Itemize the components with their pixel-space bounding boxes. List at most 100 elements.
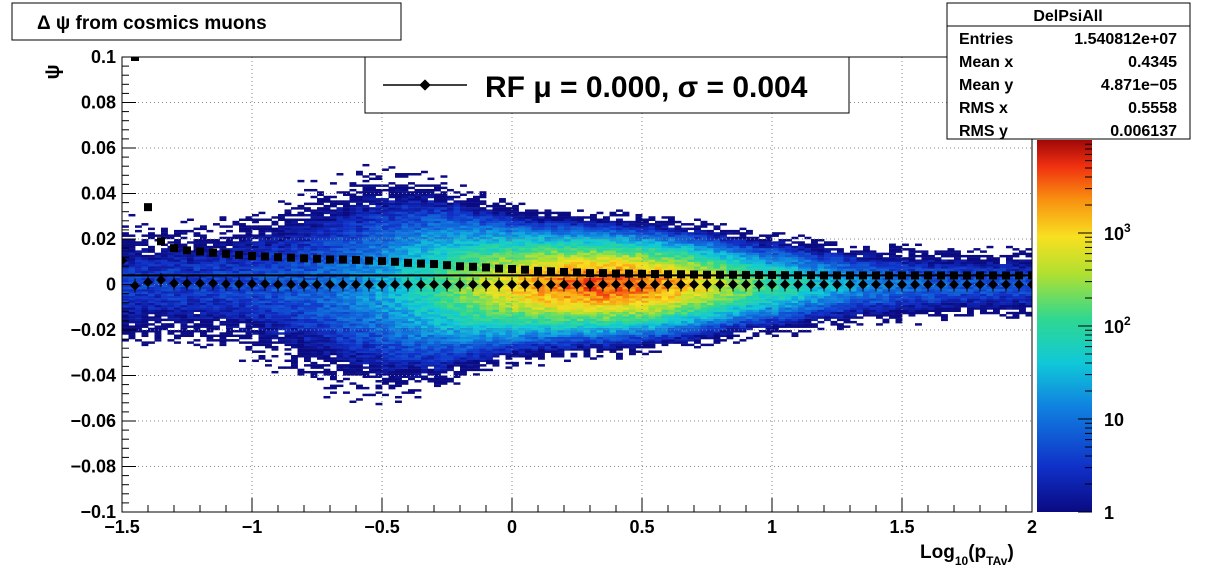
heatmap-cell <box>323 325 331 328</box>
heatmap-cell <box>343 309 350 312</box>
heatmap-cell <box>525 273 532 276</box>
heatmap-cell <box>434 250 441 253</box>
heatmap-cell <box>479 352 487 356</box>
heatmap-cell <box>135 339 142 342</box>
heatmap-cell <box>154 261 162 265</box>
heatmap-cell <box>336 300 344 303</box>
heatmap-cell <box>258 241 266 244</box>
heatmap-cell <box>252 359 259 363</box>
heatmap-cell <box>570 232 578 235</box>
heatmap-cell <box>531 218 539 221</box>
heatmap-cell <box>616 352 623 356</box>
heatmap-cell <box>486 334 493 338</box>
heatmap-cell <box>421 193 428 196</box>
heatmap-cell <box>525 252 532 256</box>
heatmap-cell <box>590 259 597 262</box>
heatmap-cell <box>570 250 578 253</box>
heatmap-cell <box>447 293 454 297</box>
heatmap-cell <box>284 243 292 247</box>
heatmap-cell <box>128 334 136 338</box>
heatmap-cell <box>505 348 513 351</box>
heatmap-cell <box>512 261 519 265</box>
heatmap-cell <box>206 245 214 249</box>
heatmap-cell <box>395 254 402 258</box>
heatmap-cell <box>603 261 610 265</box>
heatmap-cell <box>551 211 558 215</box>
heatmap-cell <box>369 368 376 372</box>
heatmap-cell <box>408 225 415 228</box>
heatmap-cell <box>408 250 415 253</box>
heatmap-cell <box>323 225 331 228</box>
heatmap-cell <box>291 345 298 349</box>
heatmap-cell <box>564 279 571 283</box>
heatmap-cell <box>141 270 149 274</box>
heatmap-cell <box>609 343 617 347</box>
heatmap-cell <box>252 227 259 231</box>
heatmap-cell <box>577 245 584 249</box>
heatmap-cell <box>239 241 246 244</box>
heatmap-cell <box>128 270 136 274</box>
heatmap-cell <box>167 323 175 326</box>
heatmap-cell <box>440 345 448 349</box>
heatmap-cell <box>427 257 435 260</box>
heatmap-cell <box>486 232 493 235</box>
heatmap-cell <box>375 373 383 376</box>
heatmap-cell <box>304 250 311 253</box>
heatmap-cell <box>421 275 428 278</box>
heatmap-cell <box>447 209 454 212</box>
heatmap-cell <box>401 207 409 210</box>
heatmap-cell <box>525 218 532 221</box>
heatmap-cell <box>180 320 188 324</box>
heatmap-cell <box>388 213 396 217</box>
heatmap-cell <box>564 241 571 244</box>
heatmap-cell <box>213 325 220 328</box>
heatmap-cell <box>518 334 526 338</box>
heatmap-cell <box>278 245 285 249</box>
heatmap-cell <box>486 277 493 281</box>
heatmap-cell <box>336 359 344 363</box>
heatmap-cell <box>180 314 188 317</box>
heatmap-cell <box>369 311 376 315</box>
heatmap-cell <box>278 273 285 276</box>
heatmap-cell <box>375 320 383 324</box>
heatmap-cell <box>395 377 402 381</box>
heatmap-cell <box>206 320 214 324</box>
heatmap-cell <box>356 355 363 358</box>
heatmap-cell <box>310 370 318 374</box>
heatmap-cell <box>265 307 272 310</box>
heatmap-cell <box>408 266 415 269</box>
heatmap-cell <box>382 323 389 326</box>
heatmap-cell <box>135 325 142 328</box>
heatmap-cell <box>473 300 480 303</box>
heatmap-cell <box>590 332 597 335</box>
heatmap-cell <box>297 213 305 217</box>
heatmap-cell <box>349 359 357 363</box>
heatmap-cell <box>603 291 610 294</box>
heatmap-cell <box>245 302 253 306</box>
heatmap-cell <box>616 345 623 349</box>
heatmap-cell <box>531 352 539 356</box>
heatmap-cell <box>388 336 396 340</box>
heatmap-cell <box>564 339 571 342</box>
heatmap-cell <box>317 211 324 215</box>
heatmap-cell <box>271 300 279 303</box>
heatmap-cell <box>291 234 298 237</box>
heatmap-cell <box>232 304 240 308</box>
heatmap-cell <box>460 348 467 351</box>
heatmap-cell <box>395 198 402 201</box>
heatmap-cell <box>557 295 565 299</box>
heatmap-cell <box>440 277 448 281</box>
heatmap-cell <box>284 229 292 233</box>
heatmap-cell <box>141 243 149 247</box>
heatmap-cell <box>512 236 519 240</box>
heatmap-cell <box>375 220 383 224</box>
heatmap-cell <box>226 284 233 287</box>
heatmap-cell <box>440 227 448 231</box>
heatmap-cell <box>512 341 519 344</box>
heatmap-cell <box>206 311 214 315</box>
heatmap-cell <box>369 361 376 365</box>
heatmap-cell <box>388 270 396 274</box>
heatmap-cell <box>486 350 493 353</box>
heatmap-cell <box>479 275 487 278</box>
heatmap-cell <box>174 336 181 340</box>
